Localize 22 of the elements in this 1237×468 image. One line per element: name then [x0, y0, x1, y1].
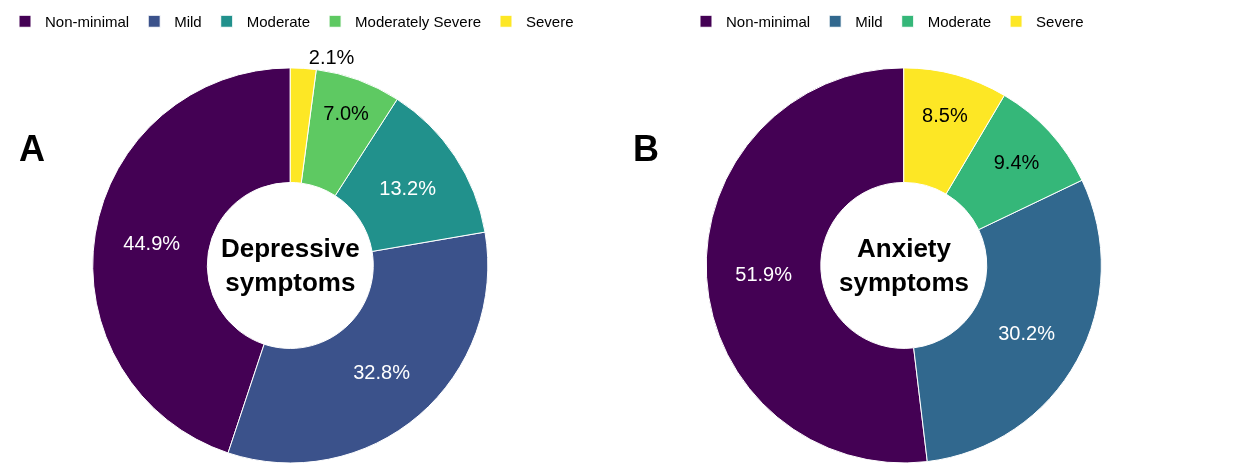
text: Depressive symptoms	[221, 233, 360, 297]
text: A	[19, 128, 45, 169]
legend-label: Severe	[525, 13, 574, 31]
data-label: 9.4%	[993, 151, 1040, 174]
data-label: 30.2%	[998, 322, 1056, 345]
legend-label: Moderately Severe	[355, 13, 481, 31]
legend-label: Non-minimal	[725, 13, 811, 31]
legend-label: Mild	[174, 13, 202, 31]
data-label: 8.5%	[922, 103, 968, 126]
data-label: 32.8%	[353, 360, 411, 383]
legend-label: Moderate	[246, 13, 311, 31]
data-label: 51.9%	[735, 262, 793, 285]
legend-label: Non-minimal	[45, 13, 130, 31]
text: Anxiety symptoms	[839, 233, 970, 297]
data-label: 2.1%	[308, 46, 355, 69]
data-label: 7.0%	[323, 102, 370, 125]
data-label: 44.9%	[123, 232, 181, 255]
legend-label: Mild	[855, 13, 883, 31]
legend-label: Moderate	[927, 13, 992, 31]
legend-label: Severe	[1036, 13, 1084, 31]
text: B	[633, 128, 659, 169]
data-label: 13.2%	[379, 176, 437, 199]
